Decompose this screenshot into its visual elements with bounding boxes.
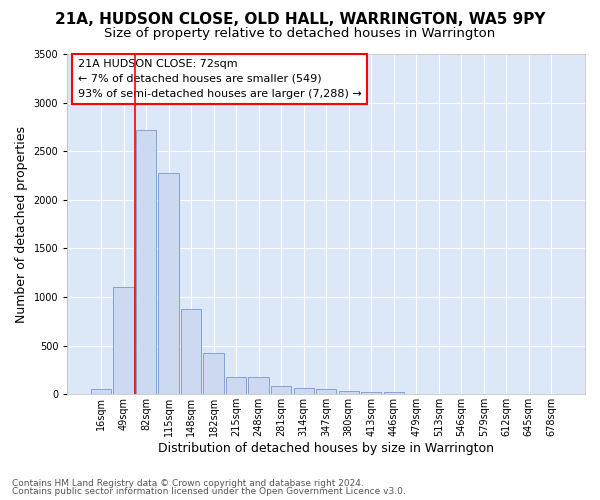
Bar bbox=[158, 172, 179, 394]
Bar bbox=[248, 378, 269, 394]
Bar bbox=[91, 390, 111, 394]
Bar bbox=[338, 391, 359, 394]
Bar bbox=[293, 388, 314, 394]
Bar bbox=[181, 308, 201, 394]
Bar bbox=[136, 130, 156, 394]
Bar bbox=[226, 378, 246, 394]
Bar bbox=[113, 288, 134, 395]
Y-axis label: Number of detached properties: Number of detached properties bbox=[15, 126, 28, 322]
Bar bbox=[271, 386, 291, 394]
Text: 21A, HUDSON CLOSE, OLD HALL, WARRINGTON, WA5 9PY: 21A, HUDSON CLOSE, OLD HALL, WARRINGTON,… bbox=[55, 12, 545, 28]
Bar bbox=[361, 392, 382, 394]
Text: 21A HUDSON CLOSE: 72sqm
← 7% of detached houses are smaller (549)
93% of semi-de: 21A HUDSON CLOSE: 72sqm ← 7% of detached… bbox=[77, 59, 361, 98]
Text: Size of property relative to detached houses in Warrington: Size of property relative to detached ho… bbox=[104, 28, 496, 40]
Bar bbox=[203, 354, 224, 395]
Text: Contains HM Land Registry data © Crown copyright and database right 2024.: Contains HM Land Registry data © Crown c… bbox=[12, 478, 364, 488]
Bar bbox=[316, 390, 336, 394]
X-axis label: Distribution of detached houses by size in Warrington: Distribution of detached houses by size … bbox=[158, 442, 494, 455]
Bar bbox=[383, 392, 404, 394]
Text: Contains public sector information licensed under the Open Government Licence v3: Contains public sector information licen… bbox=[12, 487, 406, 496]
